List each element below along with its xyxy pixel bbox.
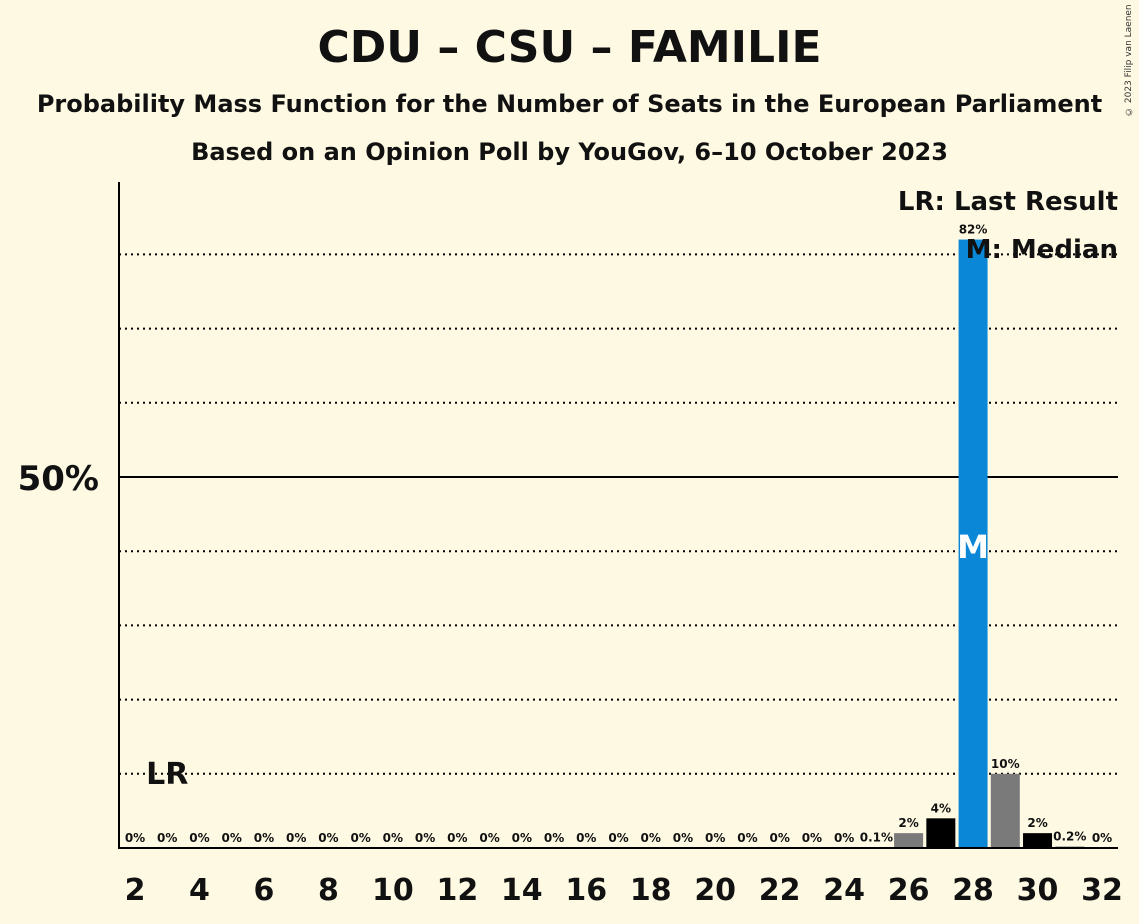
value-label-seat-6: 0% — [254, 831, 274, 845]
gridlines — [119, 253, 1118, 775]
x-tick-label-26: 26 — [888, 873, 930, 908]
x-tick-label-8: 8 — [318, 873, 339, 908]
x-tick-label-20: 20 — [694, 873, 736, 908]
x-tick-label-4: 4 — [189, 873, 210, 908]
value-label-seat-28: 82% — [959, 223, 988, 237]
value-label-seat-17: 0% — [608, 831, 628, 845]
value-label-seat-27: 4% — [931, 801, 951, 815]
value-label-seat-20: 0% — [705, 831, 725, 845]
value-label-seat-26: 2% — [898, 816, 918, 830]
value-label-seat-2: 0% — [125, 831, 145, 845]
value-label-seat-18: 0% — [641, 831, 661, 845]
value-label-seat-23: 0% — [802, 831, 822, 845]
bar-seat-29 — [990, 773, 1020, 848]
value-label-seat-25: 0.1% — [860, 830, 893, 844]
legend-median: M: Median — [966, 235, 1118, 265]
bar-seat-30 — [1023, 833, 1053, 848]
value-label-seat-16: 0% — [576, 831, 596, 845]
value-label-seat-21: 0% — [737, 831, 757, 845]
value-label-seat-8: 0% — [318, 831, 338, 845]
bar-seat-28 — [958, 239, 988, 848]
y-tick-label-50: 50% — [18, 459, 99, 499]
value-label-seat-31: 0.2% — [1053, 830, 1086, 844]
x-tick-label-28: 28 — [952, 873, 994, 908]
bar-seat-26 — [894, 833, 924, 848]
x-tick-label-30: 30 — [1017, 873, 1059, 908]
value-label-seat-11: 0% — [415, 831, 435, 845]
value-label-seat-15: 0% — [544, 831, 564, 845]
chart-title: CDU – CSU – FAMILIE — [317, 22, 822, 73]
x-tick-label-12: 12 — [436, 873, 478, 908]
legend-last-result: LR: Last Result — [898, 187, 1118, 217]
x-axis-ticks: 2 4 6 8 10 12 14 16 18 20 22 24 26 28 30 32 — [125, 873, 1123, 908]
x-tick-label-24: 24 — [823, 873, 865, 908]
value-label-seat-29: 10% — [991, 757, 1020, 771]
bar-seat-27 — [926, 818, 956, 848]
value-label-seat-14: 0% — [512, 831, 532, 845]
value-label-seat-4: 0% — [189, 831, 209, 845]
value-label-seat-3: 0% — [157, 831, 177, 845]
x-tick-label-14: 14 — [501, 873, 543, 908]
x-tick-label-32: 32 — [1081, 873, 1123, 908]
value-label-seat-7: 0% — [286, 831, 306, 845]
value-label-seat-13: 0% — [479, 831, 499, 845]
median-marker: M — [957, 528, 989, 566]
value-labels: 0% 0% 0% 0% 0% 0% 0% 0% 0% 0% 0% 0% 0% 0% 0% 0% 0% 0% 0% 0%… — [125, 223, 1112, 845]
x-tick-label-10: 10 — [372, 873, 414, 908]
x-tick-label-6: 6 — [253, 873, 274, 908]
value-label-seat-30: 2% — [1027, 816, 1047, 830]
last-result-marker: LR — [146, 757, 188, 792]
value-label-seat-10: 0% — [383, 831, 403, 845]
value-label-seat-9: 0% — [350, 831, 370, 845]
x-tick-label-18: 18 — [630, 873, 672, 908]
chart-subtitle-source: Based on an Opinion Poll by YouGov, 6–10… — [191, 138, 948, 166]
value-label-seat-24: 0% — [834, 831, 854, 845]
value-label-seat-5: 0% — [222, 831, 242, 845]
value-label-seat-19: 0% — [673, 831, 693, 845]
chart-subtitle: Probability Mass Function for the Number… — [36, 90, 1103, 118]
x-tick-label-16: 16 — [565, 873, 607, 908]
value-label-seat-32: 0% — [1092, 831, 1112, 845]
value-label-seat-12: 0% — [447, 831, 467, 845]
x-tick-label-2: 2 — [125, 873, 146, 908]
x-tick-label-22: 22 — [759, 873, 801, 908]
value-label-seat-22: 0% — [769, 831, 789, 845]
